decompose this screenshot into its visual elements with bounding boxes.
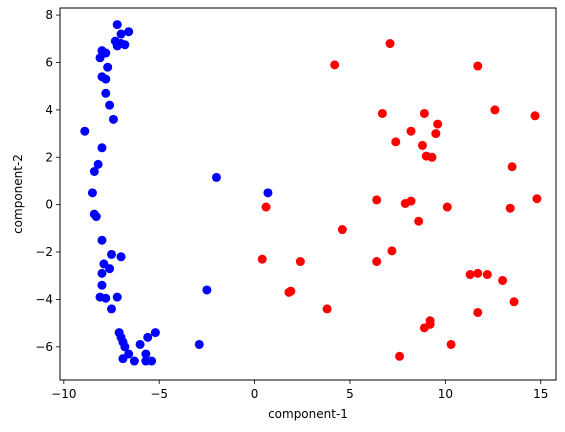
data-point	[141, 349, 151, 359]
y-tick-label: 0	[45, 198, 53, 212]
data-point	[105, 264, 115, 274]
data-point	[101, 88, 111, 98]
data-point	[395, 351, 405, 361]
data-point	[120, 342, 130, 352]
data-point	[377, 108, 387, 118]
data-point	[93, 159, 103, 169]
data-point	[417, 140, 427, 150]
data-point	[87, 188, 97, 198]
y-tick-label: 4	[45, 103, 53, 117]
data-point	[97, 235, 107, 245]
data-point	[442, 202, 452, 212]
data-point	[385, 39, 395, 49]
data-point	[211, 172, 221, 182]
data-point	[105, 100, 115, 110]
y-tick-label: −6	[35, 340, 53, 354]
data-point	[261, 202, 271, 212]
data-point	[91, 212, 101, 222]
data-point	[97, 280, 107, 290]
y-axis-ticks: −6 −4 −2 0 2 4 6 8	[35, 8, 60, 354]
data-point	[530, 111, 540, 121]
data-point	[473, 268, 483, 278]
x-tick-label: −5	[150, 387, 168, 401]
data-point	[101, 74, 111, 84]
data-point	[97, 268, 107, 278]
data-point	[124, 27, 134, 37]
data-point	[120, 40, 130, 50]
data-point	[482, 270, 492, 280]
x-tick-label: 5	[346, 387, 354, 401]
data-point	[387, 246, 397, 256]
data-point	[507, 162, 517, 172]
data-point	[112, 292, 122, 302]
data-point	[89, 166, 99, 176]
data-point	[103, 62, 113, 72]
data-points	[80, 20, 542, 366]
data-point	[112, 41, 122, 51]
data-point	[116, 252, 126, 262]
x-tick-label: 0	[251, 387, 259, 401]
data-point	[490, 105, 500, 115]
data-point	[80, 126, 90, 136]
data-point	[263, 188, 273, 198]
data-point	[372, 195, 382, 205]
data-point	[330, 60, 340, 70]
data-point	[108, 114, 118, 124]
data-point	[107, 249, 117, 259]
data-point	[295, 257, 305, 267]
x-tick-label: 10	[438, 387, 453, 401]
y-tick-label: 6	[45, 55, 53, 69]
data-point	[419, 323, 429, 333]
data-point	[431, 129, 441, 139]
data-point	[322, 304, 332, 314]
data-point	[118, 354, 128, 364]
data-point	[391, 137, 401, 147]
data-point	[419, 108, 429, 118]
data-point	[97, 143, 107, 153]
data-point	[505, 203, 515, 213]
x-tick-label: −10	[51, 387, 76, 401]
data-point	[116, 29, 126, 39]
plot-area	[60, 8, 556, 380]
data-point	[143, 332, 153, 342]
data-point	[95, 53, 105, 63]
x-tick-label: 15	[533, 387, 548, 401]
data-point	[427, 152, 437, 162]
data-point	[150, 328, 160, 338]
data-point	[257, 254, 267, 264]
data-point	[194, 339, 204, 349]
data-point	[433, 119, 443, 129]
data-point	[202, 285, 212, 295]
data-point	[446, 339, 456, 349]
data-point	[129, 356, 139, 366]
data-point	[498, 275, 508, 285]
x-axis-ticks: −10 −5 0 5 10 15	[51, 380, 548, 401]
data-point	[509, 297, 519, 307]
y-tick-label: 8	[45, 8, 53, 22]
data-point	[101, 293, 111, 303]
data-point	[473, 61, 483, 71]
y-tick-label: −4	[35, 292, 53, 306]
data-point	[465, 270, 475, 280]
y-tick-label: 2	[45, 150, 53, 164]
data-point	[532, 194, 542, 204]
data-point	[337, 225, 347, 235]
data-point	[107, 304, 117, 314]
data-point	[112, 20, 122, 30]
y-tick-label: −2	[35, 245, 53, 259]
data-point	[147, 356, 157, 366]
x-axis-label: component-1	[268, 407, 348, 421]
data-point	[135, 339, 145, 349]
data-point	[284, 287, 294, 297]
data-point	[473, 307, 483, 317]
data-point	[372, 257, 382, 267]
data-point	[406, 126, 416, 136]
data-point	[414, 216, 424, 226]
plot-frame	[59, 7, 557, 381]
data-point	[400, 198, 410, 208]
y-axis-label: component-2	[11, 154, 25, 234]
